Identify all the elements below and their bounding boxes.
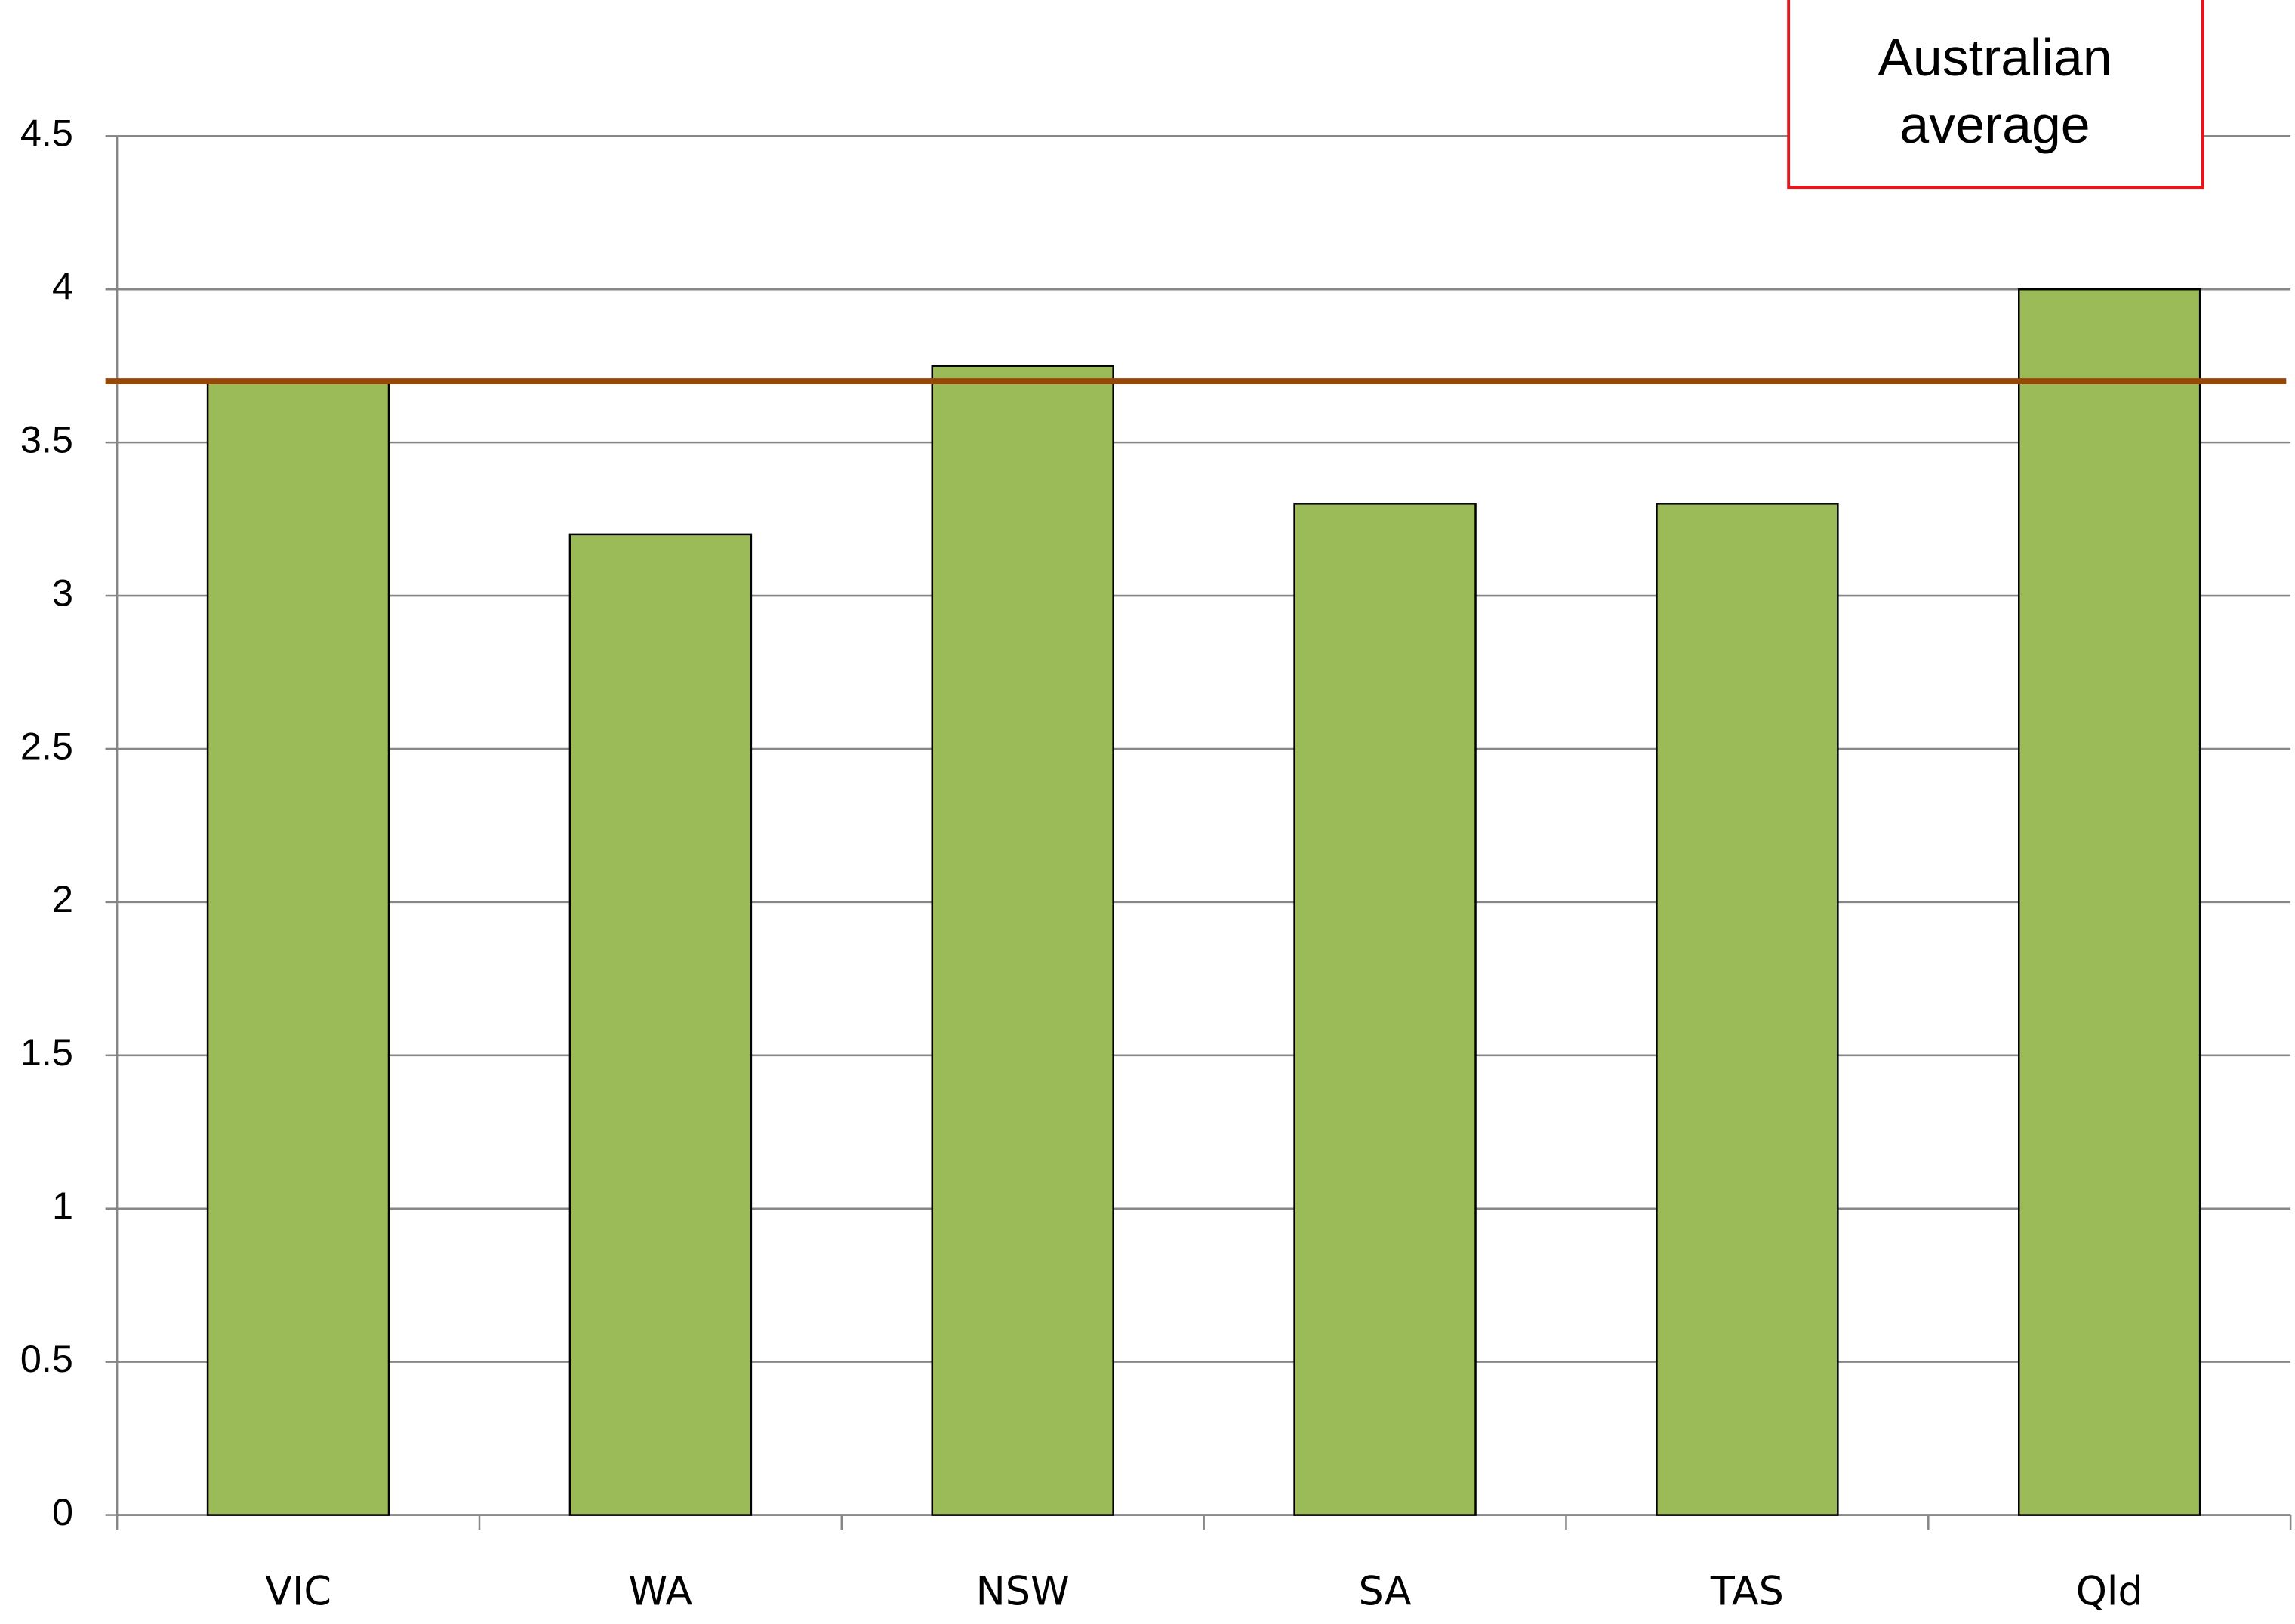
y-tick-label: 1 [52,1184,73,1227]
y-tick-label: 1.5 [20,1031,73,1074]
annotation-line: average [1899,95,2090,154]
x-tick-label: Qld [2076,1568,2143,1614]
y-tick-label: 2.5 [20,724,73,767]
bar [206,380,390,1516]
bar [1656,503,1839,1516]
x-tick-label: NSW [976,1568,1070,1614]
bar [931,365,1114,1516]
x-tick-label: VIC [265,1568,331,1614]
y-tick-label: 3.5 [20,418,73,461]
y-tick-label: 4 [52,265,73,308]
y-tick-label: 0.5 [20,1337,73,1380]
annotation-box [1787,0,2204,190]
x-tick-label: SA [1359,1568,1412,1614]
y-tick-label: 4.5 [20,112,73,155]
y-tick-label: 2 [52,877,73,920]
bar [568,533,753,1516]
x-tick-label: WA [629,1568,693,1614]
y-tick-label: 3 [52,571,73,614]
x-tick-label: TAS [1710,1568,1784,1614]
bar [2017,288,2201,1516]
bar [1293,503,1477,1516]
annotation-line: Australian [1878,28,2112,87]
y-tick-label: 0 [52,1490,73,1533]
